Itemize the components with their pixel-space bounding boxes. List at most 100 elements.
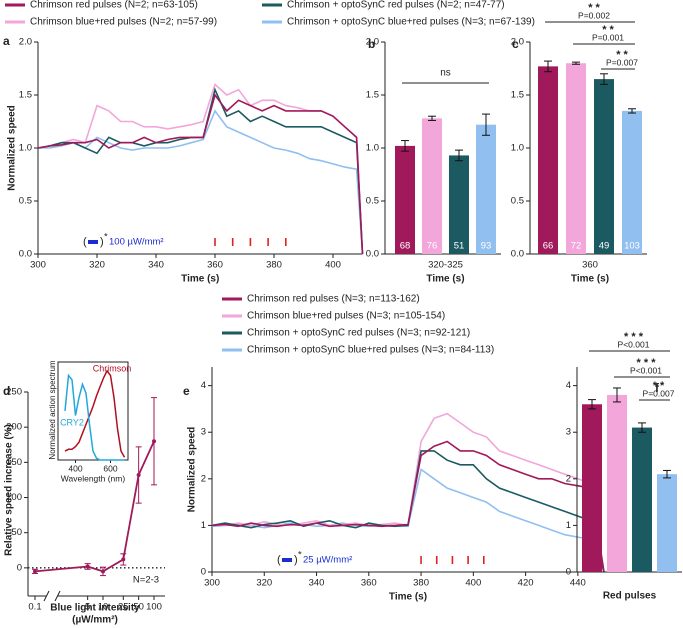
bar <box>632 427 652 572</box>
point <box>121 557 126 562</box>
series-line <box>37 82 364 255</box>
series-line <box>37 87 364 255</box>
bar <box>582 404 602 572</box>
axis-break <box>43 590 61 602</box>
point <box>33 569 37 574</box>
y-tick-label: 2 <box>566 473 571 484</box>
x-tick-label: 360 <box>207 260 223 271</box>
series-line <box>211 440 605 573</box>
legend-label: Chrimson blue+red pulses (N=3; n=105-154… <box>247 311 445 322</box>
y-tick-label: 2.0 <box>511 37 524 48</box>
spectrum-line <box>64 373 125 461</box>
series-line <box>38 109 364 255</box>
x-tick-label: 420 <box>518 578 534 589</box>
x-tick-label: 340 <box>309 578 325 589</box>
panel-letter: e <box>183 384 190 398</box>
legend-label: Chrimson + optoSynC red pulses (N=3; n=9… <box>247 328 470 339</box>
panel-letter: f <box>655 381 660 395</box>
x-tick-label: 5 <box>85 602 90 613</box>
n-label: 72 <box>571 241 582 252</box>
y-tick-label: 2.0 <box>366 37 379 48</box>
y-tick-label: 0 <box>201 567 206 578</box>
x-axis-title: Red pulses <box>603 591 657 602</box>
y-axis-title: Normalized action spectrum <box>48 360 57 459</box>
significance-p: P=0.001 <box>592 32 624 42</box>
y-tick-label: 150 <box>6 457 22 468</box>
category-label: 320-325 <box>428 260 463 271</box>
light-label: 25 µW/mm² <box>303 555 352 566</box>
panel-letter: a <box>3 34 10 48</box>
y-tick-label: 2.0 <box>19 37 32 48</box>
y-tick-label: 0.5 <box>511 196 524 207</box>
y-tick-label: 0.5 <box>19 196 32 207</box>
x-tick-label: 300 <box>204 578 220 589</box>
annotation: N=2-3 <box>133 575 159 586</box>
legend-label: Chrimson red pulses (N=2; n=63-105) <box>30 0 198 11</box>
x-tick-label: 400 <box>68 463 82 473</box>
light-close: ) <box>100 236 104 248</box>
significance-stars: * * <box>616 49 628 61</box>
curve-label: Chrimson <box>93 363 132 373</box>
point <box>136 473 141 478</box>
legend-label: Chrimson red pulses (N=3; n=113-162) <box>247 294 420 305</box>
significance-stars: * * <box>653 380 665 392</box>
y-tick-label: 3 <box>566 427 571 438</box>
legend-label: Chrimson + optoSynC blue+red pulses (N=3… <box>287 17 535 28</box>
y-tick-label: 0.0 <box>366 249 379 260</box>
light-label: 100 µW/mm² <box>109 237 164 248</box>
x-tick-label: 340 <box>148 260 164 271</box>
y-tick-label: 1.5 <box>366 90 379 101</box>
y-tick-label: 0.0 <box>511 249 524 260</box>
x-tick-label: 0.1 <box>28 602 41 613</box>
significance-p: P<0.001 <box>618 339 650 349</box>
x-tick-label: 400 <box>325 260 341 271</box>
significance-p: P=0.002 <box>578 10 610 20</box>
light-close: ) <box>294 554 298 566</box>
light-bar <box>282 558 292 562</box>
light-open: ( <box>277 554 281 566</box>
n-label: 103 <box>624 241 640 252</box>
legend-label: Chrimson blue+red pulses (N=2; n=57-99) <box>30 17 217 28</box>
x-tick-label: 50 <box>133 602 144 613</box>
x-tick-label: 380 <box>266 260 282 271</box>
y-tick-label: 1.0 <box>511 143 524 154</box>
light-mark: * <box>104 232 108 243</box>
legend-label: Chrimson + optoSynC blue+red pulses (N=3… <box>247 345 494 356</box>
x-tick-label: 440 <box>570 578 586 589</box>
y-tick-label: 0.5 <box>366 196 379 207</box>
x-axis-title: (µW/mm²) <box>72 615 118 626</box>
y-tick-label: 1 <box>566 520 571 531</box>
significance-p: P=0.007 <box>606 57 638 67</box>
series-line <box>211 450 605 573</box>
y-axis-title: Normalized speed <box>187 427 198 513</box>
bar <box>422 118 442 254</box>
series-line <box>211 468 605 573</box>
x-tick-label: 380 <box>413 578 429 589</box>
n-label: 51 <box>454 241 465 252</box>
spectrum-line <box>64 369 126 458</box>
y-tick-label: 4 <box>201 380 206 391</box>
panel-letter: d <box>3 384 10 398</box>
x-tick-label: 360 <box>361 578 377 589</box>
y-tick-label: 1.0 <box>19 143 32 154</box>
x-tick-label: 320 <box>89 260 105 271</box>
curve-label: CRY2 <box>60 417 84 427</box>
y-axis-title: Relative speed increase (%) <box>4 424 15 556</box>
x-axis-title: Time (s) <box>181 274 219 285</box>
series-line <box>211 412 605 573</box>
n-label: 68 <box>400 241 411 252</box>
y-tick-label: 200 <box>6 422 22 433</box>
bar <box>476 124 496 255</box>
n-label: 66 <box>543 241 554 252</box>
bar <box>538 66 558 254</box>
light-mark: * <box>298 550 302 561</box>
x-axis-title: Blue light intensity <box>50 603 140 614</box>
bar <box>657 474 677 572</box>
inset-frame <box>57 361 129 461</box>
x-tick-label: 600 <box>103 463 117 473</box>
x-tick-label: 10 <box>98 602 109 613</box>
y-tick-label: 100 <box>6 492 22 503</box>
n-label: 49 <box>599 241 610 252</box>
bar <box>622 110 642 255</box>
category-label: 360 <box>582 260 598 271</box>
